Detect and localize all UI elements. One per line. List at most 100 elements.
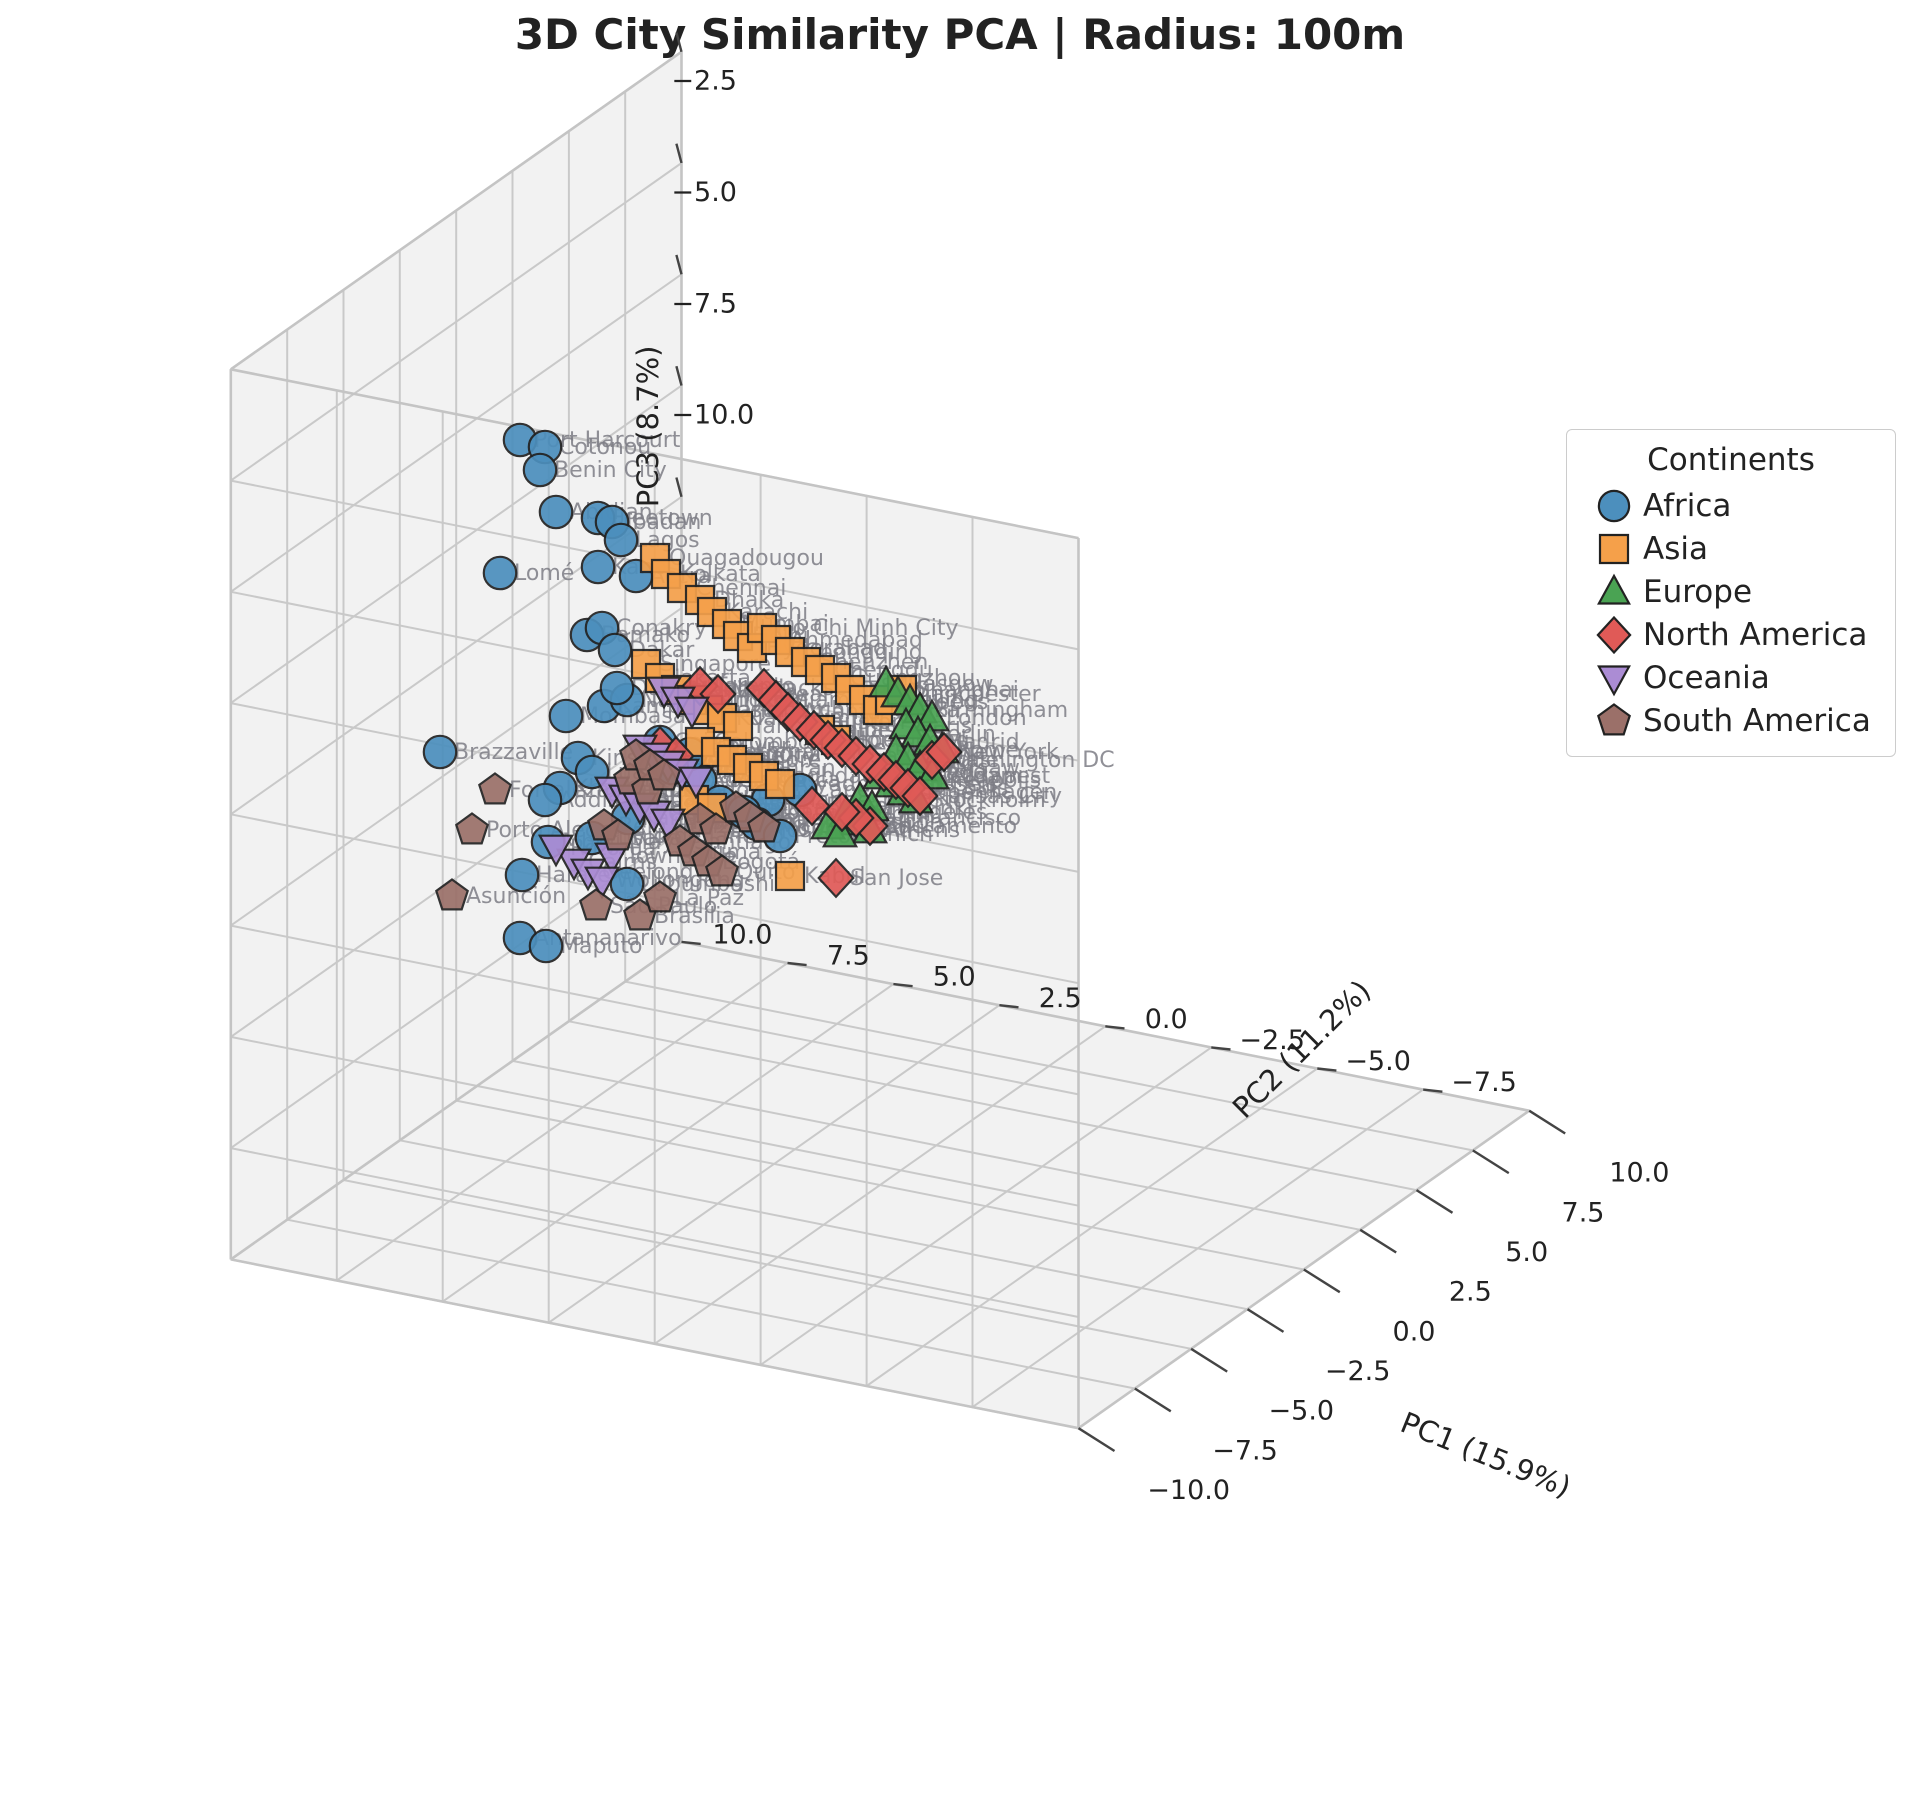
data-point-pentagon[interactable] [579,888,613,921]
data-point-triangle-down[interactable] [677,766,715,800]
legend-item-north-america[interactable]: North America [1585,613,1877,656]
data-point-triangle-down[interactable] [583,866,621,900]
city-label: Ibadan [626,510,701,535]
data-point-diamond[interactable] [793,785,831,827]
square-marker-icon [1585,529,1643,569]
city-label: Birmingham [934,698,1068,723]
legend-item-oceania[interactable]: Oceania [1585,656,1877,699]
svg-text:PC3 (8.7%): PC3 (8.7%) [631,345,665,507]
data-point-circle[interactable] [609,866,645,902]
data-point-pentagon[interactable] [705,854,739,887]
data-point-pentagon[interactable] [478,772,512,805]
data-point-pentagon[interactable] [435,878,469,911]
data-point-square[interactable] [774,860,806,892]
svg-text:7.5: 7.5 [1562,1197,1605,1228]
circle-marker-icon [1585,486,1643,526]
data-point-triangle-up[interactable] [821,814,859,848]
city-label: Cotonou [559,435,651,460]
city-label: Stockholm [930,788,1046,813]
city-label: Rome [956,738,1019,763]
legend-item-europe[interactable]: Europe [1585,570,1877,613]
data-point-square[interactable] [722,710,754,742]
data-points-layer [422,422,963,964]
data-point-circle[interactable] [522,452,558,488]
legend-item-label: Europe [1643,573,1753,610]
data-point-pentagon[interactable] [601,818,635,851]
data-point-circle[interactable] [482,555,518,591]
legend-items: Africa Asia Europe North America Oceania Sout… [1585,484,1877,742]
data-point-square[interactable] [764,768,796,800]
svg-text:−2.5: −2.5 [1239,1025,1305,1056]
triangle-down-marker-icon [1585,658,1643,698]
data-point-pentagon[interactable] [747,810,781,843]
data-point-circle[interactable] [603,522,639,558]
data-point-pentagon[interactable] [455,812,489,845]
city-label: Shanghai [916,678,1019,703]
data-point-circle[interactable] [597,632,633,668]
data-point-circle[interactable] [527,782,563,818]
legend-title: Continents [1647,442,1815,478]
diamond-marker-icon [1585,615,1643,655]
city-label: Ouagadougou [669,546,824,571]
legend-item-label: North America [1643,616,1868,653]
data-point-circle[interactable] [538,494,574,530]
data-point-circle[interactable] [548,698,584,734]
legend-box[interactable]: Continents Africa Asia Europe North America… [1566,429,1896,757]
svg-text:PC1 (15.9%): PC1 (15.9%) [1396,1405,1576,1504]
svg-text:0.0: 0.0 [1145,1004,1188,1035]
city-label: London [946,706,1027,731]
city-label: Ho Chi Minh City [776,616,959,641]
city-label: Benin City [554,458,667,483]
city-label: Brazzaville [454,740,573,765]
legend-item-africa[interactable]: Africa [1585,484,1877,527]
legend-item-asia[interactable]: Asia [1585,527,1877,570]
data-point-circle[interactable] [528,928,564,964]
data-point-diamond[interactable] [817,857,855,899]
svg-text:−2.5: −2.5 [1325,1356,1391,1387]
city-label: San Francisco [870,806,1021,831]
svg-text:2.5: 2.5 [1039,983,1082,1014]
legend-item-label: Africa [1643,487,1732,524]
data-point-diamond[interactable] [925,731,963,773]
triangle-up-marker-icon [1585,572,1643,612]
data-point-triangle-down[interactable] [673,696,711,730]
data-point-circle[interactable] [580,549,616,585]
svg-text:2.5: 2.5 [1449,1277,1492,1308]
city-label: San Jose [850,866,943,891]
grid-lines [229,50,1530,1430]
city-label: La Paz [674,886,744,911]
pentagon-marker-icon [1585,701,1643,741]
legend-item-label: South America [1643,702,1871,739]
city-label: Maputo [560,934,642,959]
svg-text:−5.0: −5.0 [1345,1046,1411,1077]
data-point-circle[interactable] [422,734,458,770]
svg-text:−7.5: −7.5 [671,288,737,319]
data-point-circle[interactable] [599,670,635,706]
svg-text:−2.5: −2.5 [671,66,737,97]
data-point-pentagon[interactable] [643,880,677,913]
city-label: Sacramento [884,814,1017,839]
data-point-triangle-down[interactable] [537,834,575,868]
legend-item-south-america[interactable]: South America [1585,699,1877,742]
svg-text:10.0: 10.0 [712,920,772,951]
city-label: Conakry [616,616,707,641]
svg-text:−7.5: −7.5 [1451,1067,1517,1098]
legend-item-label: Oceania [1643,659,1770,696]
data-point-triangle-down[interactable] [649,808,687,842]
svg-text:−10.0: −10.0 [1147,1475,1230,1506]
data-point-pentagon[interactable] [699,812,733,845]
svg-text:−10.0: −10.0 [671,400,754,431]
data-point-diamond[interactable] [699,673,737,715]
svg-text:−5.0: −5.0 [671,177,737,208]
city-label: Lomé [514,561,574,586]
city-label: Washington DC [946,748,1115,773]
data-point-diamond[interactable] [901,775,939,817]
city-label: Athens [884,818,960,843]
svg-text:0.0: 0.0 [1393,1316,1436,1347]
data-point-pentagon[interactable] [647,758,681,791]
data-point-circle[interactable] [504,857,540,893]
legend-item-label: Asia [1643,530,1708,567]
data-point-diamond[interactable] [823,791,861,833]
